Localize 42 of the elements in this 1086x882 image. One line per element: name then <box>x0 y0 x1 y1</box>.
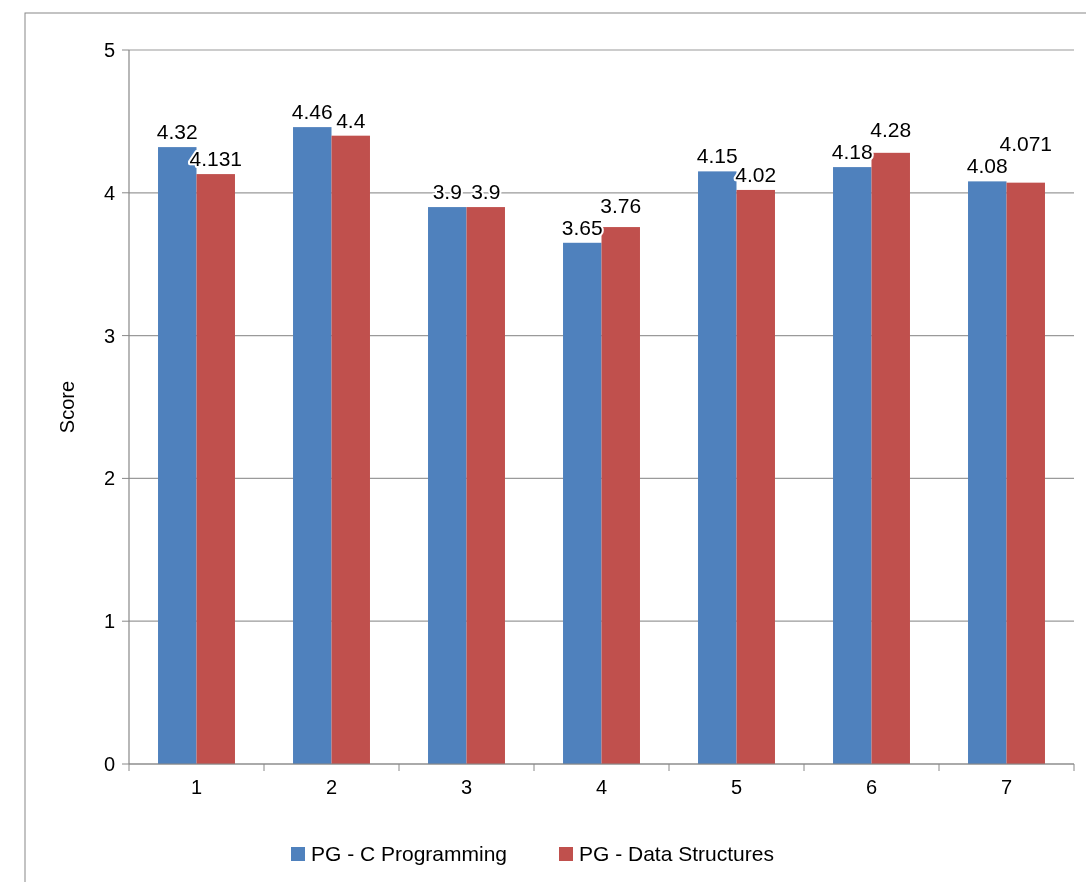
x-tick-label: 3 <box>460 776 473 798</box>
data-label: 4.4 <box>336 108 366 132</box>
legend-label: PG - C Programming <box>311 842 508 866</box>
y-tick-label: 1 <box>103 610 115 633</box>
y-axis-title: Score <box>56 380 78 434</box>
data-label: 4.15 <box>696 144 738 168</box>
data-label: 4.02 <box>735 162 777 186</box>
bar <box>293 127 332 764</box>
bar <box>1006 182 1045 764</box>
x-tick-label: 2 <box>325 776 338 798</box>
data-label: 4.28 <box>870 118 912 142</box>
data-label: 4.32 <box>156 120 198 144</box>
bar <box>833 167 872 764</box>
legend-label: PG - Data Structures <box>579 842 774 866</box>
data-label: 4.18 <box>831 140 873 164</box>
data-label: 4.08 <box>966 154 1008 178</box>
data-label: 3.65 <box>561 215 603 239</box>
bar <box>968 181 1007 764</box>
x-tick-label: 5 <box>730 776 743 798</box>
x-tick-label: 1 <box>190 776 203 798</box>
data-label: 3.9 <box>471 180 501 204</box>
x-tick-label: 7 <box>1000 776 1013 798</box>
data-label: 3.9 <box>432 180 462 204</box>
bar <box>871 152 910 764</box>
x-tick-label: 6 <box>865 776 878 798</box>
bar <box>331 135 370 764</box>
bar <box>428 207 467 764</box>
data-label: 3.76 <box>600 193 642 217</box>
bar <box>196 174 235 764</box>
bar <box>563 242 602 764</box>
bar <box>698 171 737 764</box>
bar <box>466 207 505 764</box>
x-tick-label: 4 <box>595 776 608 798</box>
bar <box>601 227 640 764</box>
y-tick-label: 3 <box>103 324 115 347</box>
bar <box>736 189 775 764</box>
data-label: 4.46 <box>291 100 333 124</box>
data-label: 4.071 <box>999 132 1053 156</box>
y-tick-label: 5 <box>103 39 115 61</box>
y-tick-label: 2 <box>103 467 115 490</box>
y-tick-label: 4 <box>103 181 115 204</box>
y-tick-label: 0 <box>103 753 115 775</box>
